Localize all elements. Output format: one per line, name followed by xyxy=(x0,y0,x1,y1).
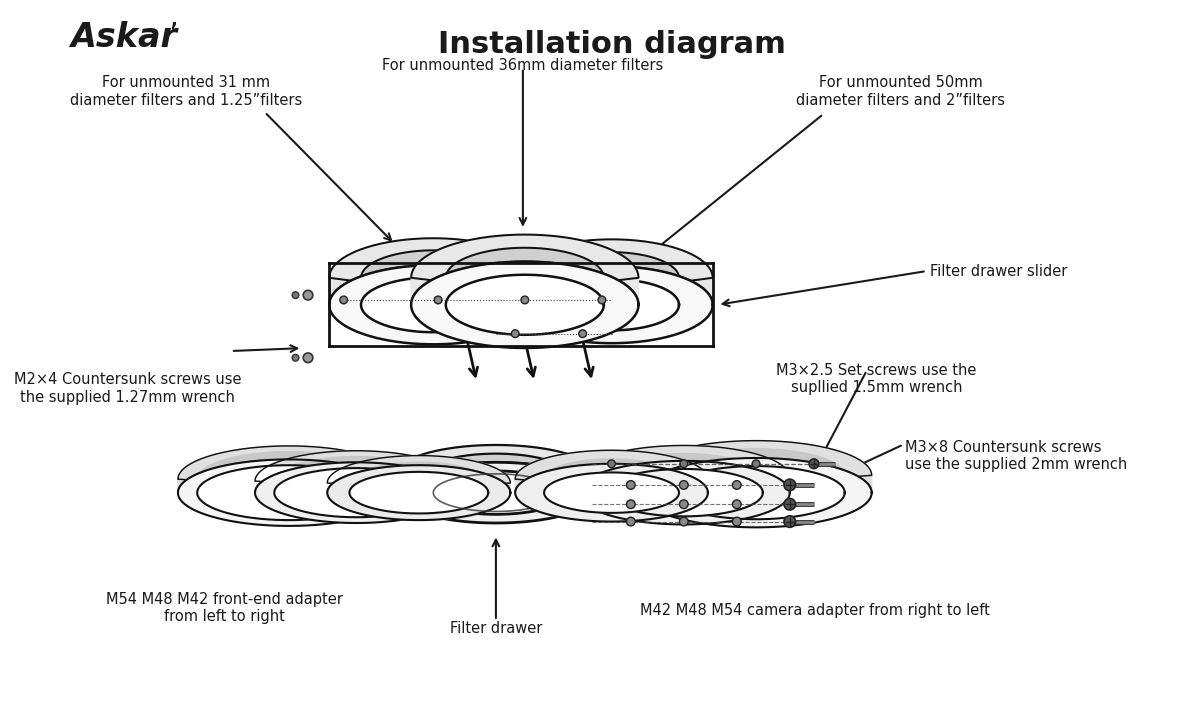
Polygon shape xyxy=(197,452,380,493)
Circle shape xyxy=(784,516,796,527)
Polygon shape xyxy=(515,464,707,522)
Polygon shape xyxy=(544,252,679,305)
Polygon shape xyxy=(361,277,505,333)
Circle shape xyxy=(340,296,347,304)
Text: M2×4 Countersunk screws use
the supplied 1.27mm wrench: M2×4 Countersunk screws use the supplied… xyxy=(14,372,242,405)
Circle shape xyxy=(732,517,742,526)
Polygon shape xyxy=(510,239,712,305)
Polygon shape xyxy=(329,265,537,344)
Polygon shape xyxy=(510,266,712,343)
Polygon shape xyxy=(445,275,603,335)
Text: Filter drawer slider: Filter drawer slider xyxy=(929,264,1066,278)
Polygon shape xyxy=(605,469,763,517)
Circle shape xyxy=(608,460,615,467)
Polygon shape xyxy=(667,449,844,493)
Polygon shape xyxy=(255,451,457,493)
Circle shape xyxy=(752,460,759,467)
Circle shape xyxy=(521,296,529,304)
Polygon shape xyxy=(445,247,603,305)
Circle shape xyxy=(292,354,299,361)
Text: M42 M48 M54 camera adapter from right to left: M42 M48 M54 camera adapter from right to… xyxy=(640,603,991,619)
Text: For unmounted 36mm diameter filters: For unmounted 36mm diameter filters xyxy=(383,58,664,73)
Polygon shape xyxy=(274,468,438,517)
Circle shape xyxy=(579,330,587,337)
Polygon shape xyxy=(255,463,457,523)
Circle shape xyxy=(784,479,796,491)
Circle shape xyxy=(626,517,635,526)
Polygon shape xyxy=(578,461,790,524)
Polygon shape xyxy=(424,471,568,515)
Polygon shape xyxy=(350,462,488,493)
Circle shape xyxy=(626,481,635,489)
Polygon shape xyxy=(274,456,438,493)
Text: ’: ’ xyxy=(169,20,178,49)
Text: For unmounted 31 mm
diameter filters and 1.25”filters: For unmounted 31 mm diameter filters and… xyxy=(70,75,302,108)
Circle shape xyxy=(511,330,518,337)
Polygon shape xyxy=(350,472,488,513)
Polygon shape xyxy=(394,445,598,493)
Polygon shape xyxy=(327,465,510,520)
Polygon shape xyxy=(640,458,872,527)
Polygon shape xyxy=(327,456,510,493)
Text: Askar: Askar xyxy=(70,20,177,53)
Circle shape xyxy=(679,500,689,508)
Circle shape xyxy=(680,460,687,467)
Circle shape xyxy=(679,517,689,526)
Polygon shape xyxy=(544,459,679,493)
Circle shape xyxy=(784,498,796,510)
Circle shape xyxy=(679,481,689,489)
Circle shape xyxy=(304,353,313,363)
Polygon shape xyxy=(361,250,505,305)
Text: M3×8 Countersunk screws
use the supplied 2mm wrench: M3×8 Countersunk screws use the supplied… xyxy=(906,439,1128,472)
Polygon shape xyxy=(544,472,679,513)
Circle shape xyxy=(435,296,442,304)
Circle shape xyxy=(304,290,313,300)
Polygon shape xyxy=(394,463,598,523)
Polygon shape xyxy=(640,441,872,493)
Circle shape xyxy=(598,296,606,304)
Circle shape xyxy=(626,500,635,508)
Circle shape xyxy=(732,481,742,489)
Circle shape xyxy=(809,459,818,469)
Polygon shape xyxy=(411,262,639,348)
Polygon shape xyxy=(411,235,639,305)
Polygon shape xyxy=(178,460,399,526)
Circle shape xyxy=(292,292,299,299)
Polygon shape xyxy=(544,279,679,330)
Polygon shape xyxy=(605,453,763,493)
Polygon shape xyxy=(329,238,537,305)
Polygon shape xyxy=(197,465,380,520)
Text: Filter drawer: Filter drawer xyxy=(450,621,542,636)
Text: M3×2.5 Set screws use the
supllied 1.5mm wrench: M3×2.5 Set screws use the supllied 1.5mm… xyxy=(776,363,977,395)
Polygon shape xyxy=(515,450,707,493)
Text: For unmounted 50mm
diameter filters and 2”filters: For unmounted 50mm diameter filters and … xyxy=(796,75,1005,108)
Text: M54 M48 M42 front-end adapter
from left to right: M54 M48 M42 front-end adapter from left … xyxy=(106,592,342,624)
Polygon shape xyxy=(667,466,844,520)
Text: Installation diagram: Installation diagram xyxy=(438,30,785,59)
Polygon shape xyxy=(178,446,399,493)
Circle shape xyxy=(732,500,742,508)
Polygon shape xyxy=(424,453,568,493)
Polygon shape xyxy=(578,446,790,493)
